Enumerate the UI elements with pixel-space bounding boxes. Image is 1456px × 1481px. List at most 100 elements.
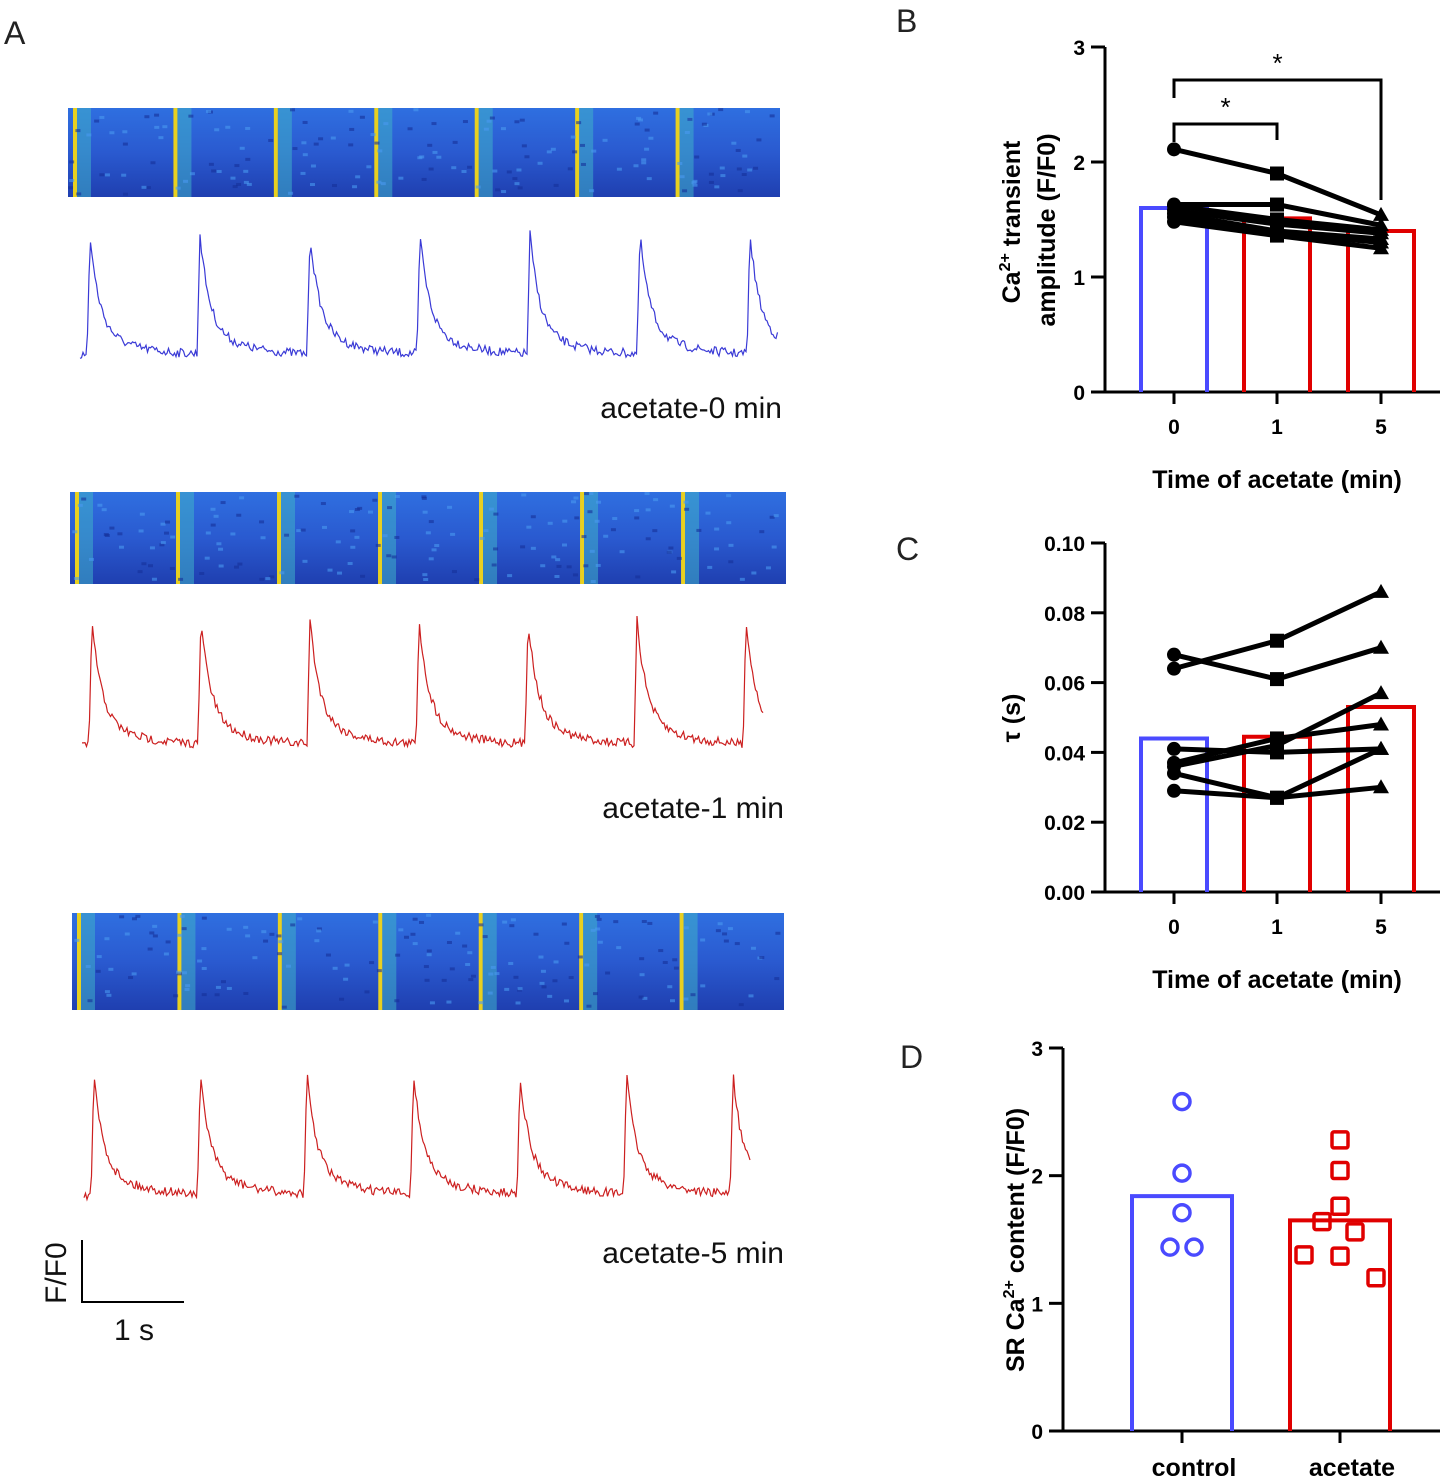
linescan-noise — [612, 517, 618, 521]
linescan-noise — [259, 577, 265, 581]
linescan-band — [176, 492, 181, 584]
point-acetate — [1330, 1246, 1350, 1266]
linescan-noise — [428, 557, 434, 561]
linescan-noise — [737, 189, 743, 193]
y-tick-label: 3 — [1073, 37, 1085, 60]
linescan-noise — [490, 965, 496, 969]
point-control — [1172, 1091, 1192, 1112]
linescan-noise — [638, 118, 644, 122]
linescan-noise — [572, 150, 578, 154]
point-acetate — [1294, 1245, 1314, 1265]
linescan-noise — [99, 173, 105, 177]
linescan-noise — [696, 528, 702, 532]
linescan-noise — [707, 565, 713, 569]
linescan-band-glow — [79, 492, 93, 584]
linescan-noise — [122, 142, 128, 146]
linescan-noise — [216, 169, 222, 173]
linescan-noise — [185, 984, 191, 988]
linescan-noise — [302, 120, 308, 124]
linescan-noise — [177, 972, 183, 976]
linescan-noise — [561, 922, 567, 926]
linescan-noise — [515, 1001, 521, 1005]
linescan-noise — [645, 508, 651, 512]
linescan-band — [579, 913, 584, 1010]
linescan-noise — [243, 169, 249, 173]
linescan-noise — [176, 970, 182, 974]
linescan-noise — [374, 141, 380, 145]
linescan-band — [474, 108, 479, 197]
linescan-noise — [421, 496, 427, 500]
linescan-band — [273, 108, 278, 197]
linescan-noise — [470, 974, 476, 978]
point-control — [1160, 1237, 1180, 1257]
linescan-noise — [581, 535, 587, 539]
linescan-band — [177, 913, 182, 1010]
linescan-noise — [537, 161, 543, 165]
linescan-noise — [213, 514, 219, 518]
linescan-noise — [421, 177, 427, 181]
linescan-noise — [586, 1004, 592, 1008]
linescan-noise — [719, 166, 725, 170]
y-tick-label: 0 — [1031, 1421, 1043, 1444]
linescan-band — [681, 492, 686, 584]
linescan-noise — [720, 174, 726, 178]
linescan-band-glow — [382, 913, 397, 1010]
linescan-noise — [349, 127, 355, 131]
linescan-noise — [677, 161, 683, 165]
linescan-noise — [550, 147, 556, 151]
y-tick-label: 1 — [1073, 267, 1085, 290]
linescan-noise — [495, 188, 501, 192]
linescan-noise — [151, 577, 157, 581]
linescan-noise — [747, 168, 753, 172]
linescan-noise — [201, 993, 207, 997]
bar-1 — [1242, 734, 1312, 892]
point-acetate — [1312, 1211, 1332, 1232]
linescan-noise — [500, 127, 506, 131]
linescan-noise — [667, 985, 673, 989]
linescan-noise — [382, 534, 388, 538]
point-acetate — [1330, 1196, 1350, 1217]
linescan-noise — [128, 976, 134, 980]
linescan-noise — [245, 126, 251, 130]
x-tick-label: 1 — [1271, 416, 1283, 439]
linescan-noise — [181, 927, 187, 931]
linescan-noise — [108, 967, 114, 971]
linescan-noise — [590, 928, 596, 932]
linescan-noise — [122, 130, 128, 134]
y-tick-label: 1 — [1031, 1293, 1043, 1316]
linescan-noise — [391, 555, 397, 559]
linescan-noise — [412, 942, 418, 946]
linescan-noise — [546, 150, 552, 154]
linescan-noise — [517, 186, 523, 190]
linescan-band — [77, 913, 81, 1010]
linescan-noise — [69, 160, 75, 164]
linescan-noise — [160, 522, 166, 526]
linescan-noise — [239, 496, 245, 500]
linescan-noise — [423, 965, 429, 969]
linescan-noise — [723, 939, 729, 943]
y-tick-label: 0 — [1073, 382, 1085, 405]
linescan-noise — [641, 158, 647, 162]
linescan-noise — [705, 511, 711, 515]
linescan-noise — [687, 117, 693, 121]
linescan-noise — [237, 562, 243, 566]
linescan-noise — [648, 136, 654, 140]
panel-c-chart: 0.00 0.02 0.04 0.06 0.08 0.10 0 1 5 — [1044, 533, 1440, 939]
linescan-noise — [135, 914, 141, 918]
point-triangle — [1373, 583, 1389, 598]
linescan-noise — [467, 951, 473, 955]
linescan-noise — [727, 927, 733, 931]
linescan-noise — [562, 543, 568, 547]
linescan-noise — [519, 118, 525, 122]
linescan-band — [75, 492, 79, 584]
calcium-trace — [82, 615, 764, 749]
linescan-noise — [183, 179, 189, 183]
linescan-noise — [489, 116, 495, 120]
linescan-noise — [539, 981, 545, 985]
linescan-noise — [728, 543, 734, 547]
linescan-noise — [479, 536, 485, 540]
linescan-noise — [101, 508, 107, 512]
linescan-noise — [294, 494, 300, 498]
y-tick-label: 0.00 — [1044, 882, 1085, 905]
x-tick-label: 1 — [1271, 916, 1283, 939]
